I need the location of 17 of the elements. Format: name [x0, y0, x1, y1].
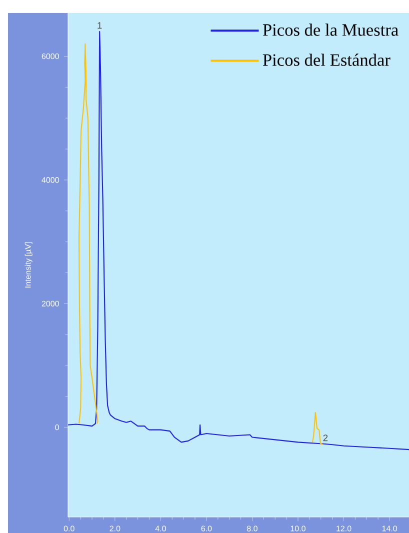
y-tick-label: 4000 — [42, 177, 59, 183]
x-tick-label: 8.0 — [247, 526, 258, 532]
annotation: 2 — [323, 434, 328, 442]
x-tick-label: 2.0 — [110, 526, 120, 532]
x-tick-label: 4.0 — [155, 526, 166, 532]
y-tick-label: 2000 — [42, 300, 59, 306]
annotation: 1 — [98, 22, 102, 29]
x-tick-label: 14.0 — [382, 526, 398, 532]
legend-label: Picos de la Muestra — [262, 24, 398, 36]
x-tick-label: 0.0 — [64, 526, 74, 532]
y-tick-label: 0 — [55, 424, 59, 430]
x-tick-label: 12.0 — [336, 526, 352, 532]
x-tick-label: 6.0 — [201, 526, 212, 532]
legend-label: Picos del Estándar — [262, 54, 390, 66]
x-tick-label: 10.0 — [290, 526, 306, 532]
y-axis-title: Intensity [µV] — [24, 242, 32, 288]
y-tick-label: 6000 — [42, 53, 59, 60]
